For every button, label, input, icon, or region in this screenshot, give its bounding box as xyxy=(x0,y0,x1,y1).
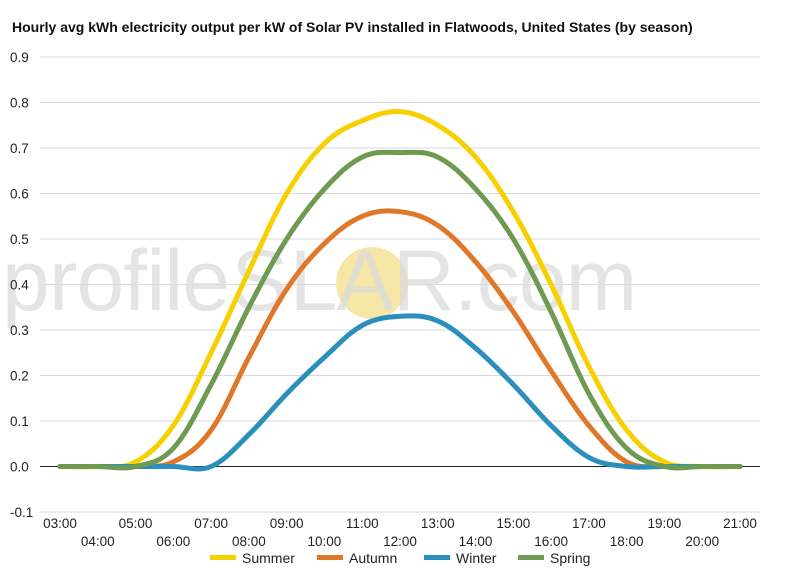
x-tick-label: 16:00 xyxy=(534,534,568,549)
y-tick-label: 0.6 xyxy=(10,187,29,202)
legend-swatch xyxy=(317,555,343,560)
x-tick-label: 10:00 xyxy=(308,534,342,549)
y-tick-label: 0.1 xyxy=(10,414,29,429)
x-tick-label: 19:00 xyxy=(648,516,682,531)
legend-swatch xyxy=(518,555,544,560)
y-tick-label: 0.8 xyxy=(10,96,29,111)
x-tick-label: 04:00 xyxy=(81,534,115,549)
series-line-summer xyxy=(57,109,743,470)
x-tick-label: 13:00 xyxy=(421,516,455,531)
y-axis-ticks: 0.9 0.8 0.7 0.6 0.5 0.4 0.3 0.2 0.1 0.0 -0.1 xyxy=(10,50,33,520)
x-tick-label: 12:00 xyxy=(383,534,417,549)
x-tick-label: 03:00 xyxy=(43,516,77,531)
y-tick-label: 0.3 xyxy=(10,323,29,338)
legend-label: Winter xyxy=(456,550,497,566)
y-tick-label: 0.5 xyxy=(10,232,29,247)
legend-item-spring[interactable]: Spring xyxy=(518,550,590,566)
legend: Summer Autumn Winter Spring xyxy=(210,550,590,566)
x-tick-label: 06:00 xyxy=(156,534,190,549)
x-tick-label: 07:00 xyxy=(194,516,228,531)
x-tick-label: 21:00 xyxy=(723,516,757,531)
x-tick-label: 11:00 xyxy=(346,516,379,531)
legend-item-summer[interactable]: Summer xyxy=(210,550,295,566)
x-tick-label: 08:00 xyxy=(232,534,266,549)
legend-swatch xyxy=(424,555,450,560)
x-tick-label: 18:00 xyxy=(610,534,644,549)
legend-item-autumn[interactable]: Autumn xyxy=(317,550,397,566)
series-line-autumn xyxy=(57,208,743,470)
legend-label: Autumn xyxy=(349,550,397,566)
y-tick-label: 0.7 xyxy=(10,141,29,156)
y-tick-label: 0.4 xyxy=(10,278,29,293)
gridlines xyxy=(40,56,760,513)
series-line-winter xyxy=(57,313,743,472)
series-lines xyxy=(57,109,743,472)
x-tick-label: 05:00 xyxy=(119,516,153,531)
legend-swatch xyxy=(210,555,236,560)
series-line-spring xyxy=(57,149,743,471)
legend-item-winter[interactable]: Winter xyxy=(424,550,497,566)
y-tick-label: 0.0 xyxy=(10,460,29,475)
x-tick-label: 20:00 xyxy=(685,534,719,549)
legend-label: Summer xyxy=(242,550,295,566)
x-tick-label: 15:00 xyxy=(496,516,530,531)
chart-title: Hourly avg kWh electricity output per kW… xyxy=(12,19,693,35)
legend-label: Spring xyxy=(550,550,590,566)
x-tick-label: 14:00 xyxy=(459,534,493,549)
x-tick-label: 17:00 xyxy=(572,516,606,531)
watermark-sun xyxy=(336,247,408,319)
y-tick-label: 0.9 xyxy=(10,50,29,65)
x-tick-label: 09:00 xyxy=(270,516,304,531)
y-tick-label: -0.1 xyxy=(10,505,33,520)
y-tick-label: 0.2 xyxy=(10,369,29,384)
